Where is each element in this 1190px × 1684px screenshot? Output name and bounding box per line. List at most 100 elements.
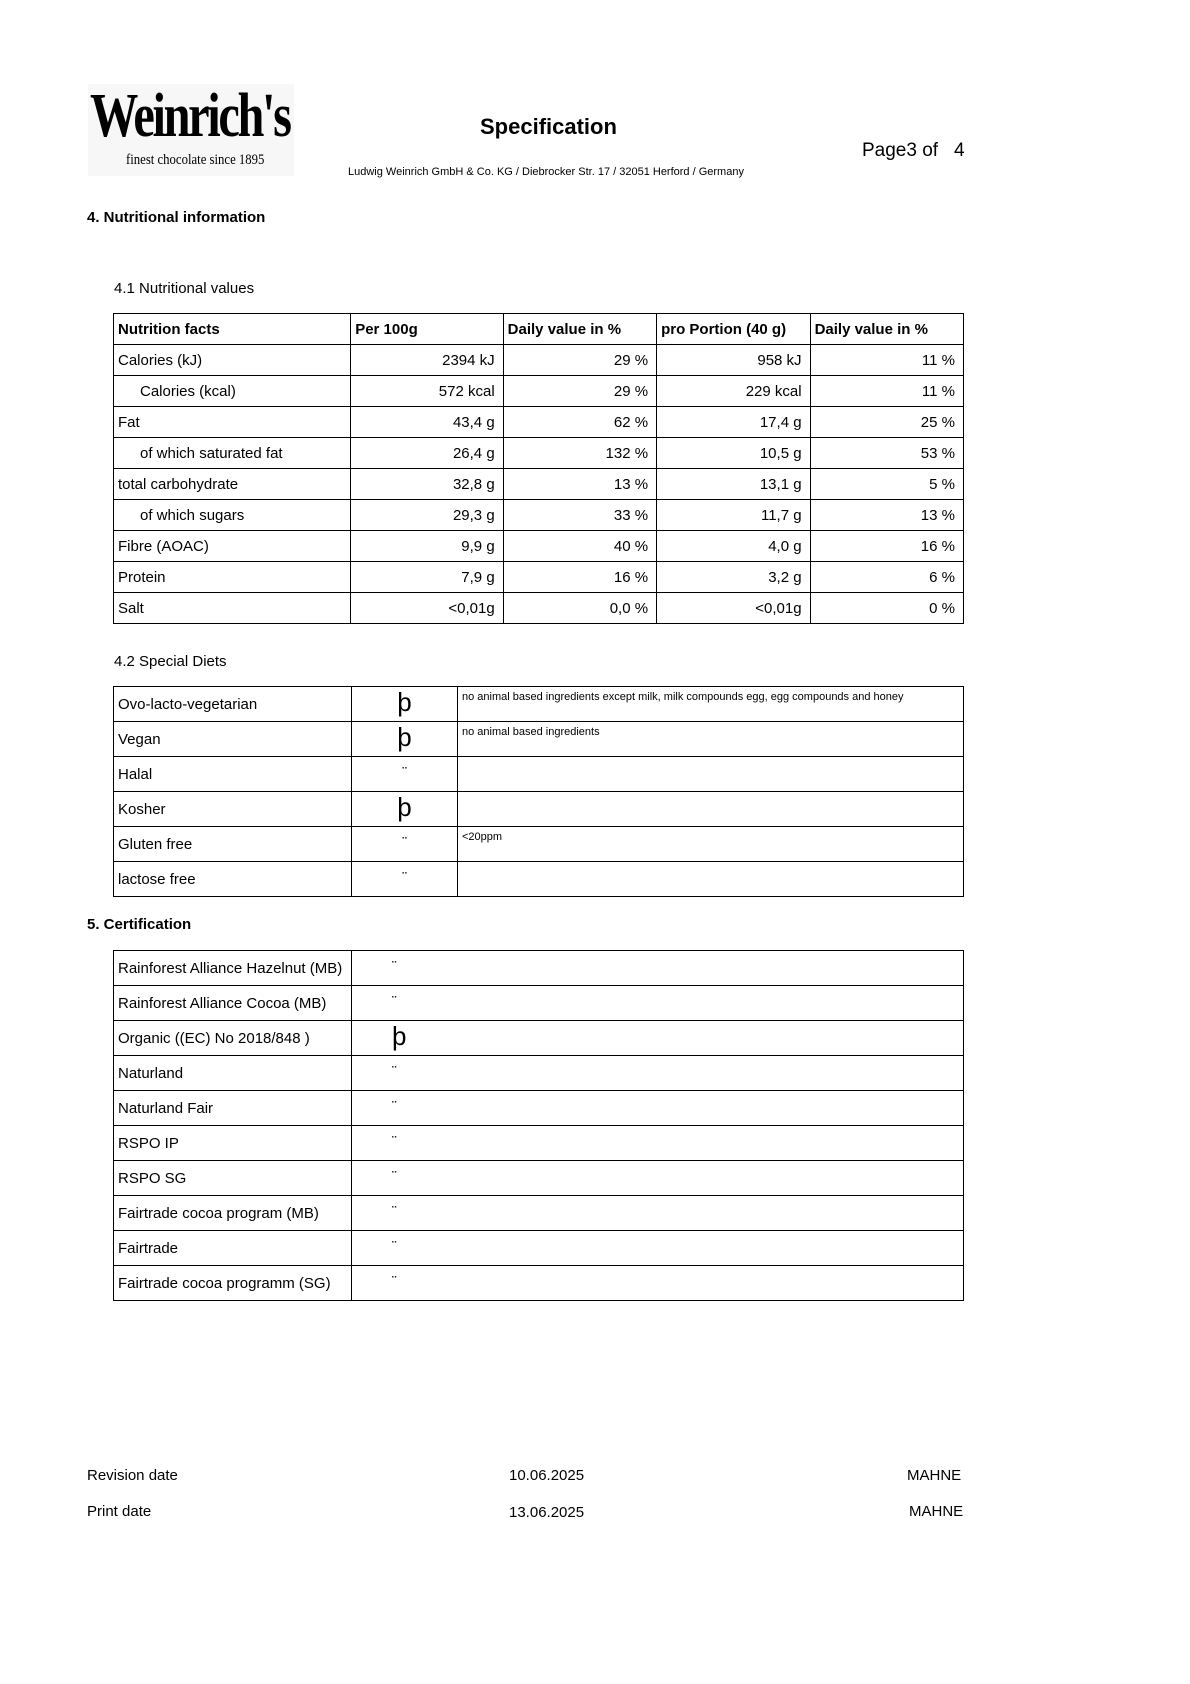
unchecked-box-icon: ¨ bbox=[351, 826, 458, 862]
nutrient-value: 16 % bbox=[502, 561, 658, 593]
nutrient-value: 26,4 g bbox=[350, 437, 504, 469]
certification-label: Fairtrade cocoa program (MB) bbox=[113, 1195, 352, 1231]
logo-wordmark: Weinrich's bbox=[90, 82, 292, 150]
diet-note: <20ppm bbox=[457, 826, 964, 862]
checked-box-icon: þ bbox=[351, 791, 458, 827]
nutrient-value: 62 % bbox=[502, 406, 658, 438]
certification-label: Organic ((EC) No 2018/848 ) bbox=[113, 1020, 352, 1056]
nutrient-value: <0,01g bbox=[656, 592, 811, 624]
table-row: Fat 43,4 g 62 % 17,4 g 25 % bbox=[112, 406, 965, 438]
table-row: Vegan þ no animal based ingredients bbox=[113, 721, 964, 757]
table-row: Fairtrade cocoa program (MB) ¨ bbox=[113, 1195, 964, 1231]
certification-label: RSPO IP bbox=[113, 1125, 352, 1161]
print-date: 13.06.2025 bbox=[509, 1504, 585, 1521]
diet-label: Gluten free bbox=[113, 826, 352, 862]
revision-date-label: Revision date bbox=[87, 1467, 178, 1484]
certification-label: Naturland Fair bbox=[113, 1090, 352, 1126]
table-row: Fairtrade ¨ bbox=[113, 1230, 964, 1266]
print-date-label: Print date bbox=[87, 1503, 152, 1520]
unchecked-box-icon: ¨ bbox=[351, 1230, 964, 1266]
certification-label: Fairtrade cocoa programm (SG) bbox=[113, 1265, 352, 1301]
nutrient-value: 16 % bbox=[809, 530, 965, 562]
nutrient-value: 25 % bbox=[809, 406, 965, 438]
table-row: Naturland Fair ¨ bbox=[113, 1090, 964, 1126]
nutrient-value: 40 % bbox=[502, 530, 658, 562]
table-row: Organic ((EC) No 2018/848 ) þ bbox=[113, 1020, 964, 1056]
diet-note: no animal based ingredients bbox=[457, 721, 964, 757]
table-row: Ovo-lacto-vegetarian þ no animal based ing… bbox=[113, 686, 964, 722]
nutrient-value: 9,9 g bbox=[350, 530, 504, 562]
unchecked-box-icon: ¨ bbox=[351, 861, 458, 897]
certification-label: Rainforest Alliance Hazelnut (MB) bbox=[113, 950, 352, 986]
nutrient-value: 572 kcal bbox=[350, 375, 504, 407]
unchecked-box-icon: ¨ bbox=[351, 1125, 964, 1161]
diet-label: Ovo-lacto-vegetarian bbox=[113, 686, 352, 722]
nutrient-value: 29,3 g bbox=[350, 499, 504, 531]
table-row: Halal ¨ bbox=[113, 756, 964, 792]
unchecked-box-icon: ¨ bbox=[351, 1195, 964, 1231]
unchecked-box-icon: ¨ bbox=[351, 1265, 964, 1301]
table-row: of which sugars 29,3 g 33 % 11,7 g 13 % bbox=[112, 499, 965, 531]
nutrient-value: 17,4 g bbox=[656, 406, 811, 438]
certification-label: Naturland bbox=[113, 1055, 352, 1091]
nutrient-value: 11 % bbox=[809, 344, 965, 376]
subsection-special-diets: 4.2 Special Diets bbox=[114, 653, 227, 670]
column-header: pro Portion (40 g) bbox=[656, 313, 811, 345]
diet-label: Kosher bbox=[113, 791, 352, 827]
nutrient-value: 0,0 % bbox=[502, 592, 658, 624]
nutrient-value: 13 % bbox=[502, 468, 658, 500]
page-label: Page bbox=[862, 140, 907, 161]
nutrient-name: of which saturated fat bbox=[112, 437, 352, 469]
nutrient-value: 11,7 g bbox=[656, 499, 811, 531]
nutrient-name: Fibre (AOAC) bbox=[112, 530, 352, 562]
table-row: Naturland ¨ bbox=[113, 1055, 964, 1091]
column-header: Per 100g bbox=[350, 313, 504, 345]
nutrient-value: 132 % bbox=[502, 437, 658, 469]
nutrient-value: 958 kJ bbox=[656, 344, 811, 376]
nutrient-value: 5 % bbox=[809, 468, 965, 500]
nutrient-name: Protein bbox=[112, 561, 352, 593]
nutrient-value: 6 % bbox=[809, 561, 965, 593]
diet-note bbox=[457, 756, 964, 792]
table-row: Salt <0,01g 0,0 % <0,01g 0 % bbox=[112, 592, 965, 624]
table-row: Gluten free ¨ <20ppm bbox=[113, 826, 964, 862]
section-4-title: 4. Nutritional information bbox=[87, 209, 266, 226]
nutrient-name: Salt bbox=[112, 592, 352, 624]
page-total: 4 bbox=[953, 140, 965, 161]
table-row: Rainforest Alliance Hazelnut (MB) ¨ bbox=[113, 950, 964, 986]
unchecked-box-icon: ¨ bbox=[351, 756, 458, 792]
nutrient-value: 13 % bbox=[809, 499, 965, 531]
logo-tagline: finest chocolate since 1895 bbox=[126, 152, 265, 168]
nutrient-value: 10,5 g bbox=[656, 437, 811, 469]
company-logo: Weinrich's finest chocolate since 1895 bbox=[88, 84, 294, 176]
nutrient-value: 43,4 g bbox=[350, 406, 504, 438]
diet-note: no animal based ingredients except milk,… bbox=[457, 686, 964, 722]
certification-label: Fairtrade bbox=[113, 1230, 352, 1266]
nutrient-name: total carbohydrate bbox=[112, 468, 352, 500]
nutrient-value: 29 % bbox=[502, 344, 658, 376]
nutrient-value: 2394 kJ bbox=[350, 344, 504, 376]
table-row: Kosher þ bbox=[113, 791, 964, 827]
nutrient-value: 11 % bbox=[809, 375, 965, 407]
nutrient-value: 53 % bbox=[809, 437, 965, 469]
page-current: 3 bbox=[906, 140, 917, 161]
special-diets-table: Ovo-lacto-vegetarian þ no animal based ing… bbox=[113, 686, 964, 897]
diet-label: Halal bbox=[113, 756, 352, 792]
checked-box-icon: þ bbox=[351, 721, 458, 757]
unchecked-box-icon: ¨ bbox=[351, 1090, 964, 1126]
certification-label: RSPO SG bbox=[113, 1160, 352, 1196]
nutrient-value: 7,9 g bbox=[350, 561, 504, 593]
unchecked-box-icon: ¨ bbox=[351, 950, 964, 986]
section-5-title: 5. Certification bbox=[87, 916, 192, 933]
unchecked-box-icon: ¨ bbox=[351, 1055, 964, 1091]
print-user: MAHNE bbox=[909, 1503, 964, 1520]
unchecked-box-icon: ¨ bbox=[351, 985, 964, 1021]
table-row: RSPO IP ¨ bbox=[113, 1125, 964, 1161]
nutrient-value: 29 % bbox=[502, 375, 658, 407]
table-row: lactose free ¨ bbox=[113, 861, 964, 897]
certification-table: Rainforest Alliance Hazelnut (MB) ¨ Rainfo… bbox=[113, 950, 964, 1301]
